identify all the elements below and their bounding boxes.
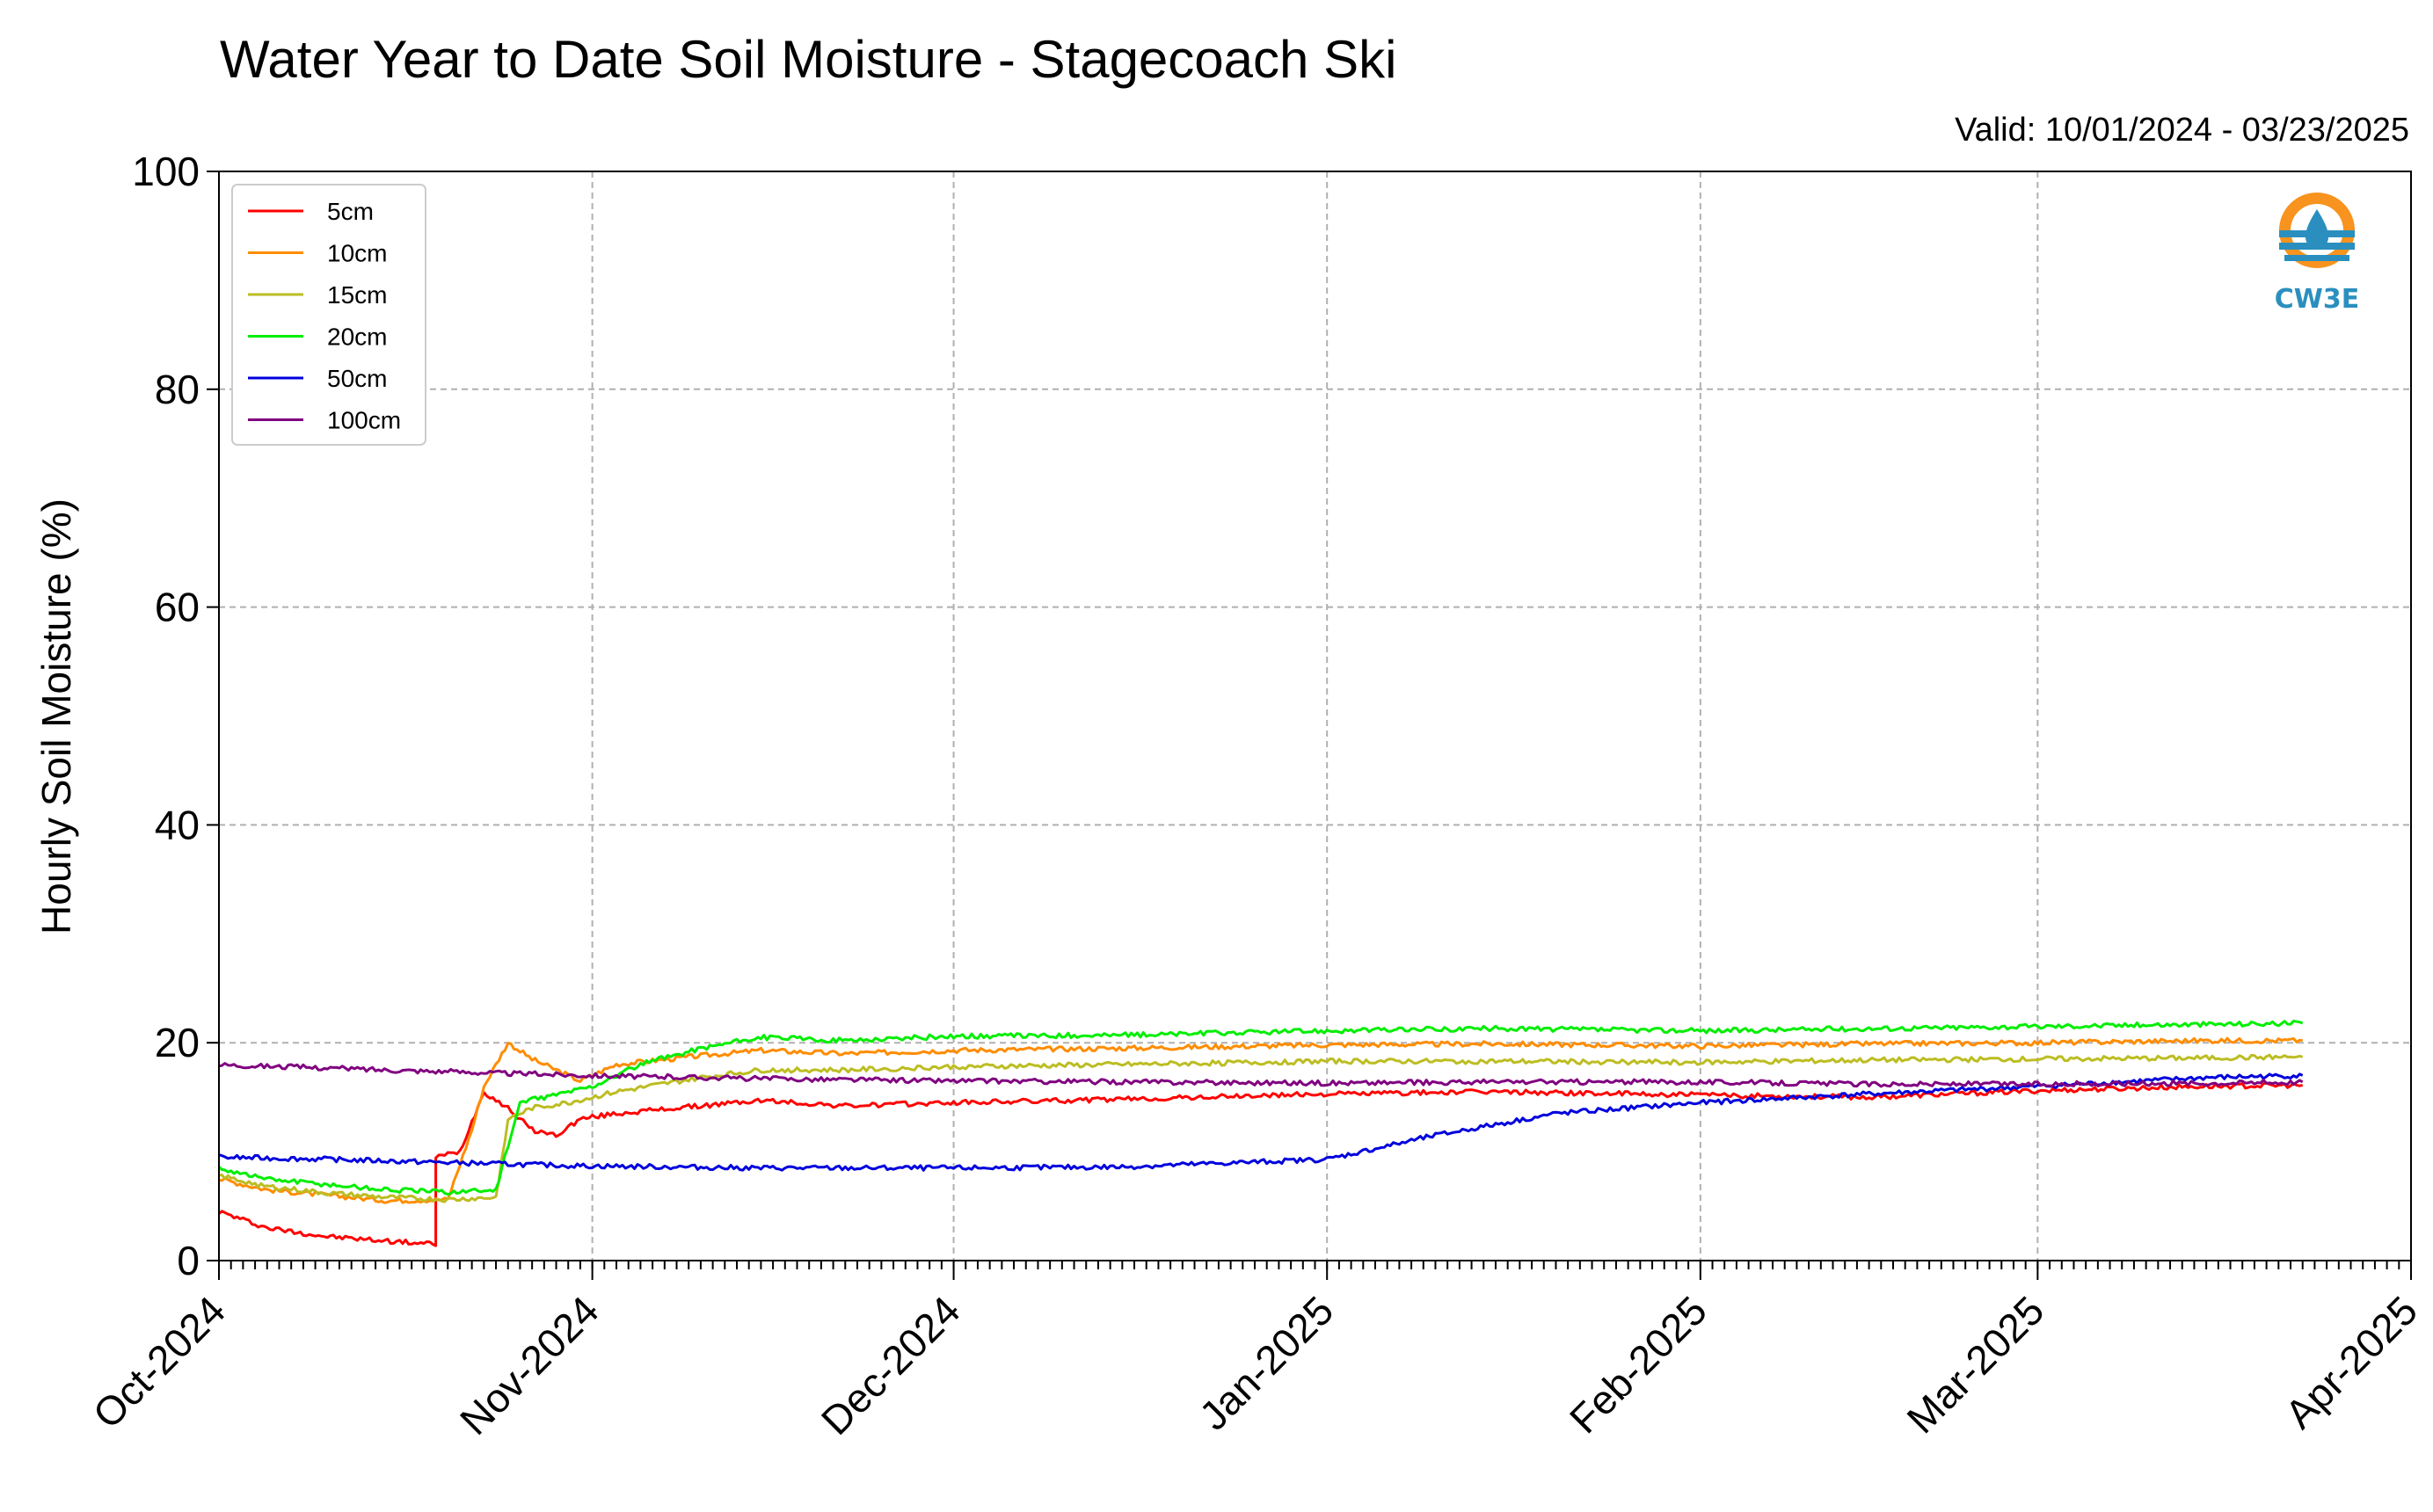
series-line-15cm [218, 1053, 2304, 1203]
y-tick-label: 60 [155, 585, 200, 630]
axes: 0 20 40 60 80 100 Oct-2024 Nov-2024 Dec-2024 Jan-… [84, 149, 2427, 1443]
x-tick-label: Feb-2025 [1561, 1287, 1715, 1442]
y-tick-label: 80 [155, 367, 200, 412]
y-tick-label: 100 [132, 149, 200, 194]
legend-label-5cm: 5cm [327, 198, 374, 225]
y-axis-label: Hourly Soil Moisture (%) [33, 498, 79, 934]
cw3e-logo: CW3E [2275, 193, 2359, 315]
logo-text: CW3E [2275, 284, 2359, 315]
y-tick-label: 20 [155, 1020, 200, 1065]
legend-label-10cm: 10cm [327, 240, 387, 267]
grid-lines [219, 171, 2411, 1261]
plot-area [218, 171, 2412, 1261]
legend: 5cm 10cm 15cm 20cm 50cm 100cm [231, 184, 426, 446]
chart-title: Water Year to Date Soil Moisture - Stage… [220, 30, 1396, 89]
legend-label-15cm: 15cm [327, 281, 387, 309]
series-line-50cm [218, 1072, 2304, 1172]
legend-label-20cm: 20cm [327, 323, 387, 351]
legend-label-50cm: 50cm [327, 365, 387, 392]
x-tick-label: Dec-2024 [812, 1287, 969, 1443]
legend-items: 5cm 10cm 15cm 20cm 50cm 100cm [248, 198, 401, 434]
wave-band-icon [2279, 230, 2355, 237]
data-series [217, 1020, 2304, 1247]
series-line-20cm [217, 1020, 2304, 1196]
x-tick-label: Apr-2025 [2276, 1287, 2426, 1437]
y-tick-label: 40 [155, 802, 200, 847]
wave-band-icon [2284, 255, 2349, 261]
wave-band-icon [2279, 243, 2355, 250]
water-drop-icon [2306, 209, 2328, 249]
legend-label-100cm: 100cm [327, 407, 401, 434]
series-line-10cm [218, 1036, 2303, 1204]
valid-date-range: Valid: 10/01/2024 - 03/23/2025 [1955, 112, 2409, 149]
x-tick-label: Nov-2024 [451, 1287, 608, 1443]
y-tick-label: 0 [177, 1238, 200, 1283]
x-tick-label: Jan-2025 [1191, 1287, 1342, 1438]
x-tick-label: Oct-2024 [84, 1287, 235, 1437]
legend-box [231, 184, 426, 446]
x-tick-label: Mar-2025 [1898, 1287, 2052, 1442]
series-line-100cm [218, 1062, 2304, 1088]
series-line-5cm [218, 1081, 2304, 1247]
